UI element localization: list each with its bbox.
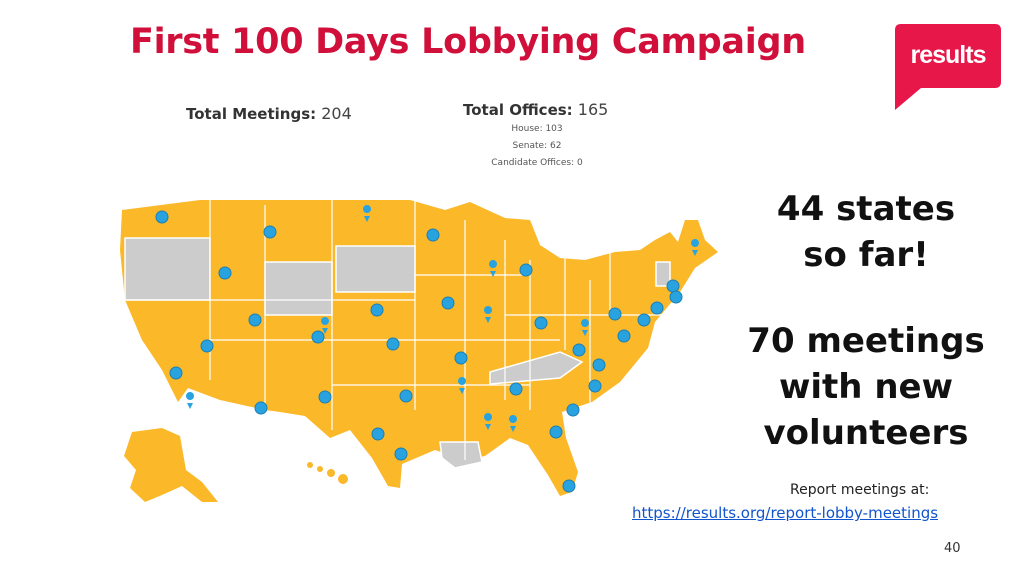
- results-logo: results: [895, 24, 1003, 110]
- total-meetings-label: Total Meetings:: [186, 105, 317, 123]
- total-offices-value: 165: [577, 100, 609, 119]
- hawaii: [307, 462, 348, 484]
- new-volunteers-line1: 70 meetings: [747, 321, 985, 361]
- total-meetings: Total Meetings: 204: [186, 104, 352, 123]
- state-borders: [125, 200, 670, 460]
- results-logo-icon: [895, 24, 1001, 110]
- state-oregon: [124, 237, 211, 301]
- slide-title: First 100 Days Lobbying Campaign: [130, 22, 806, 62]
- house-count: House: 103: [511, 124, 563, 134]
- new-volunteers-line3: volunteers: [763, 413, 969, 453]
- state-wyoming: [264, 261, 333, 316]
- page-number: 40: [944, 541, 961, 556]
- total-offices: Total Offices: 165: [463, 100, 608, 119]
- total-offices-label: Total Offices:: [463, 101, 573, 119]
- total-meetings-value: 204: [321, 104, 352, 123]
- report-meetings-link[interactable]: https://results.org/report-lobby-meeting…: [632, 504, 939, 522]
- us-map: [120, 200, 718, 502]
- logo-text: results: [910, 41, 987, 69]
- state-south-dakota: [335, 245, 416, 293]
- state-louisiana: [439, 441, 483, 469]
- alaska: [124, 428, 218, 502]
- senate-count: Senate: 62: [512, 141, 562, 151]
- candidate-offices-count: Candidate Offices: 0: [491, 158, 583, 168]
- pin-markers: [186, 205, 700, 432]
- new-volunteers-line2: with new: [778, 367, 954, 407]
- state-kentucky: [489, 351, 584, 385]
- states-count-line2: so far!: [803, 235, 929, 275]
- meeting-markers: [155, 210, 683, 493]
- report-label: Report meetings at:: [790, 482, 930, 498]
- states-count-line1: 44 states: [776, 189, 956, 229]
